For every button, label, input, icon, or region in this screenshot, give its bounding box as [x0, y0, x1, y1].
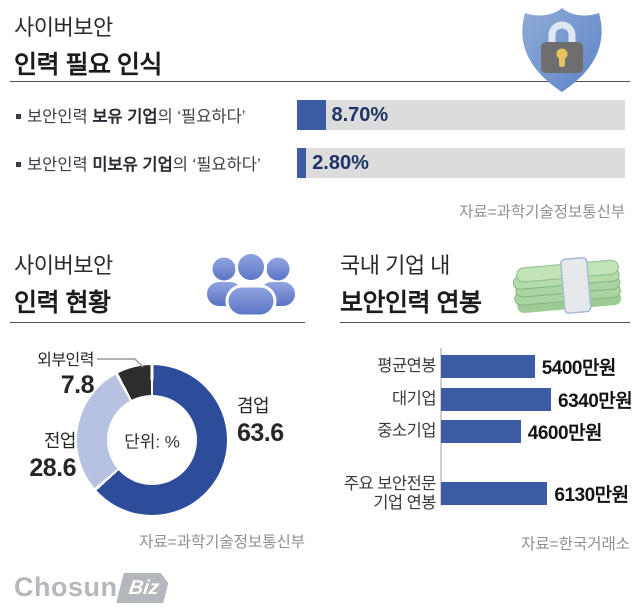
money-stack-icon	[512, 256, 622, 314]
status-title-line1: 사이버보안	[14, 253, 113, 278]
need-row-owned-label: 보안인력 보유 기업의 ‘필요하다’	[16, 103, 291, 127]
segment-name: 겸업	[237, 396, 270, 416]
brand-suffix-text: Biz	[126, 576, 160, 598]
salary-bar	[441, 355, 535, 378]
segment-value: 63.6	[237, 419, 284, 447]
salary-section-divider	[340, 322, 630, 323]
category-text: 주요 보안전문	[343, 474, 437, 493]
category-text: 평균연봉	[377, 357, 436, 375]
donut-hole: 단위: %	[107, 395, 197, 485]
bullet-icon	[16, 162, 21, 167]
segment-name: 외부인력	[37, 352, 94, 369]
need-row-owned: 보안인력 보유 기업의 ‘필요하다’ 8.70%	[16, 100, 628, 130]
salary-row-large-corp: 대기업 6340만원	[330, 388, 633, 412]
salary-section-title: 국내 기업 내 보안인력 연봉	[340, 248, 482, 319]
need-bar-track: 8.70%	[297, 100, 625, 130]
segment-label-gyeomeop: 겸업 63.6	[237, 392, 284, 448]
need-bar-fill	[297, 148, 307, 178]
label-suffix: 의 ‘필요하다’	[157, 108, 246, 126]
need-row-not-owned-label: 보안인력 미보유 기업의 ‘필요하다’	[16, 151, 291, 175]
need-source: 자료=과학기술정보통신부	[459, 204, 625, 221]
label-prefix: 보안인력	[27, 108, 93, 126]
category-text: 중소기업	[377, 422, 436, 440]
salary-bar	[441, 388, 551, 411]
people-icon	[207, 251, 295, 318]
donut-chart: 단위: %	[77, 365, 227, 515]
bullet-icon	[16, 114, 21, 119]
salary-value: 5400만원	[541, 358, 617, 379]
shield-lock-icon	[522, 8, 602, 92]
salary-row-sme: 중소기업 4600만원	[330, 420, 603, 444]
need-section-title: 사이버보안 인력 필요 인식	[14, 10, 162, 81]
salary-row-average: 평균연봉 5400만원	[330, 355, 617, 379]
salary-category-label: 주요 보안전문 기업 연봉	[330, 474, 437, 513]
label-connector-line	[97, 358, 144, 368]
label-bold: 보유 기업	[92, 108, 158, 126]
need-title-line1: 사이버보안	[14, 15, 113, 40]
status-section-title: 사이버보안 인력 현황	[14, 248, 113, 319]
salary-title-line1: 국내 기업 내	[340, 253, 450, 278]
need-bar-track: 2.80%	[297, 148, 625, 178]
salary-bar	[441, 482, 548, 505]
segment-value: 28.6	[29, 454, 76, 482]
need-bar-fill	[297, 100, 326, 130]
need-bar-value: 2.80%	[312, 151, 369, 174]
salary-row-security-firms: 주요 보안전문 기업 연봉 6130만원	[330, 475, 629, 512]
chosunbiz-logo: Chosun Biz	[14, 571, 171, 604]
need-row-not-owned: 보안인력 미보유 기업의 ‘필요하다’ 2.80%	[16, 148, 628, 178]
salary-value: 6130만원	[554, 485, 629, 506]
segment-label-jeoneop: 전업 28.6	[0, 427, 76, 483]
salary-category-label: 대기업	[330, 390, 437, 409]
salary-source: 자료=한국거래소	[521, 536, 630, 553]
label-suffix: 의 ‘필요하다’	[172, 156, 261, 174]
need-bar-value: 8.70%	[331, 103, 389, 126]
status-source: 자료=과학기술정보통신부	[139, 534, 305, 551]
salary-category-label: 평균연봉	[330, 357, 436, 376]
salary-value: 4600만원	[527, 423, 603, 444]
label-bold: 미보유 기업	[92, 156, 173, 174]
salary-value: 6340만원	[558, 391, 633, 412]
brand-badge: Biz	[115, 572, 171, 603]
status-title-line2: 인력 현황	[14, 289, 111, 317]
category-text: 대기업	[391, 390, 437, 408]
brand-text: Chosun	[14, 572, 118, 602]
need-section-divider	[10, 81, 630, 82]
segment-value: 7.8	[60, 371, 95, 399]
salary-title-line2: 보안인력 연봉	[340, 289, 482, 317]
segment-label-oebu: 외부인력 7.8	[2, 346, 94, 400]
segment-name: 전업	[43, 431, 77, 451]
label-prefix: 보안인력	[27, 156, 93, 174]
category-text: 기업 연봉	[373, 493, 436, 512]
salary-category-label: 중소기업	[330, 422, 436, 441]
donut-unit-label: 단위: %	[124, 432, 180, 452]
need-title-line2: 인력 필요 인식	[14, 51, 162, 79]
status-section-divider	[10, 322, 305, 323]
salary-bar	[441, 420, 521, 443]
